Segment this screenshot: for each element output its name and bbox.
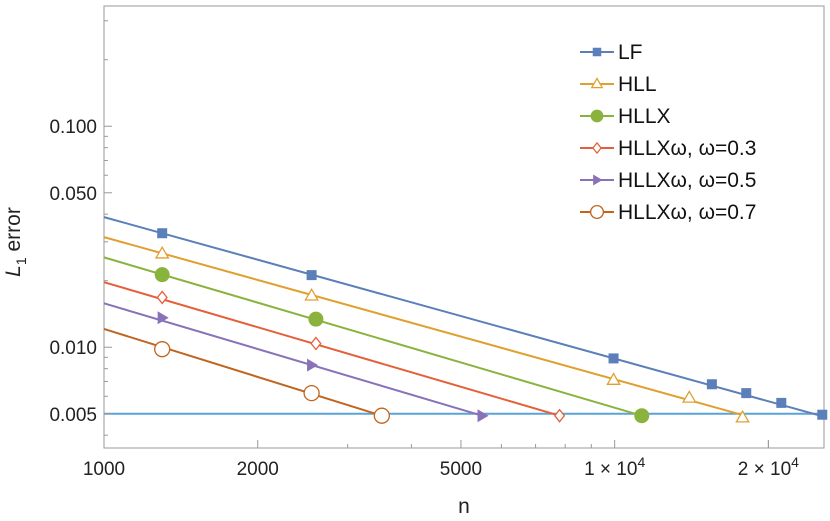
series-line xyxy=(103,236,746,417)
data-point xyxy=(157,311,169,325)
legend: LF HLL HLLX HLLXω, ω=0.3 HLLXω, ω=0.5 HLLXω, … xyxy=(580,41,756,224)
x-axis: 1000 2000 5000 1 × 104 2 × 104 xyxy=(83,440,799,480)
y-axis-title-rest: error xyxy=(2,207,25,257)
data-point xyxy=(157,228,168,239)
legend-entry-5: HLLXω, ω=0.5 xyxy=(580,169,756,192)
data-point xyxy=(477,409,489,423)
series-3 xyxy=(103,256,650,424)
data-point xyxy=(156,290,168,305)
legend-entry-2: HLL xyxy=(580,73,657,96)
series-line xyxy=(103,327,383,417)
data-point xyxy=(303,384,320,402)
x-tick-label-base: 1 × 10 xyxy=(584,459,637,480)
legend-label: HLLXω, ω=0.5 xyxy=(618,169,756,192)
data-point xyxy=(776,397,787,408)
y-axis-title-main: L xyxy=(2,265,25,277)
data-point xyxy=(310,336,322,351)
y-axis: 0.005 0.010 0.050 0.100 xyxy=(49,20,112,436)
plot-frame xyxy=(103,5,825,449)
legend-swatch-marker xyxy=(593,174,603,186)
y-tick-label: 0.050 xyxy=(49,184,97,205)
y-axis-title: L1 error xyxy=(2,207,29,277)
x-tick-label-base: 5000 xyxy=(440,459,482,480)
data-point xyxy=(606,372,621,385)
x-tick-label-base: 2000 xyxy=(237,459,279,480)
legend-entry-6: HLLXω, ω=0.7 xyxy=(580,201,756,224)
x-tick-label: 2 × 104 xyxy=(738,454,799,480)
data-point xyxy=(307,358,319,372)
y-tick-label: 0.010 xyxy=(49,338,97,359)
legend-entry-4: HLLXω, ω=0.3 xyxy=(580,137,756,160)
x-tick-label: 1 × 104 xyxy=(584,454,645,480)
data-point xyxy=(634,408,650,424)
legend-entry-3: HLLX xyxy=(580,105,671,128)
data-point xyxy=(373,407,390,424)
legend-swatch-marker xyxy=(589,204,605,220)
legend-swatch-marker xyxy=(590,109,604,123)
x-axis-title: n xyxy=(458,495,470,518)
legend-label: LF xyxy=(618,41,643,64)
series-6 xyxy=(103,327,390,424)
series-line xyxy=(103,281,560,417)
x-tick-label-base: 1000 xyxy=(83,459,125,480)
series-line xyxy=(103,256,643,417)
data-point xyxy=(681,390,697,403)
series-4 xyxy=(103,281,566,423)
data-point xyxy=(304,287,319,301)
data-point xyxy=(608,353,619,364)
data-point xyxy=(553,408,566,423)
data-point xyxy=(154,245,170,259)
x-tick-label: 5000 xyxy=(440,459,482,480)
series-2 xyxy=(103,236,750,423)
data-point xyxy=(741,388,752,399)
data-point xyxy=(154,341,171,358)
legend-label: HLL xyxy=(618,73,657,96)
legend-label: HLLXω, ω=0.3 xyxy=(618,137,756,160)
y-axis-title-sub: 1 xyxy=(13,257,29,265)
x-tick-label-exponent: 4 xyxy=(637,454,645,470)
series-line xyxy=(103,302,483,417)
data-point xyxy=(817,409,828,420)
series-1 xyxy=(103,216,828,420)
data-point xyxy=(706,379,717,390)
x-tick-label-base: 2 × 10 xyxy=(738,459,791,480)
legend-swatch-marker xyxy=(592,47,602,57)
data-point xyxy=(306,270,317,281)
y-tick-label: 0.100 xyxy=(49,117,97,138)
legend-label: HLLXω, ω=0.7 xyxy=(618,201,756,224)
legend-swatch-marker xyxy=(590,77,604,89)
data-point xyxy=(735,409,750,423)
plot-border xyxy=(103,5,825,449)
series-5 xyxy=(103,302,489,423)
legend-entry-1: LF xyxy=(580,41,643,64)
y-tick-label: 0.005 xyxy=(49,405,97,426)
legend-swatch-marker xyxy=(592,141,602,155)
data-point xyxy=(154,267,170,283)
series-group xyxy=(103,216,828,424)
legend-label: HLLX xyxy=(618,105,671,128)
series-line xyxy=(103,216,825,418)
x-tick-label-exponent: 4 xyxy=(791,454,799,470)
data-point xyxy=(308,311,324,327)
x-tick-label: 2000 xyxy=(237,459,279,480)
x-tick-label: 1000 xyxy=(83,459,125,480)
